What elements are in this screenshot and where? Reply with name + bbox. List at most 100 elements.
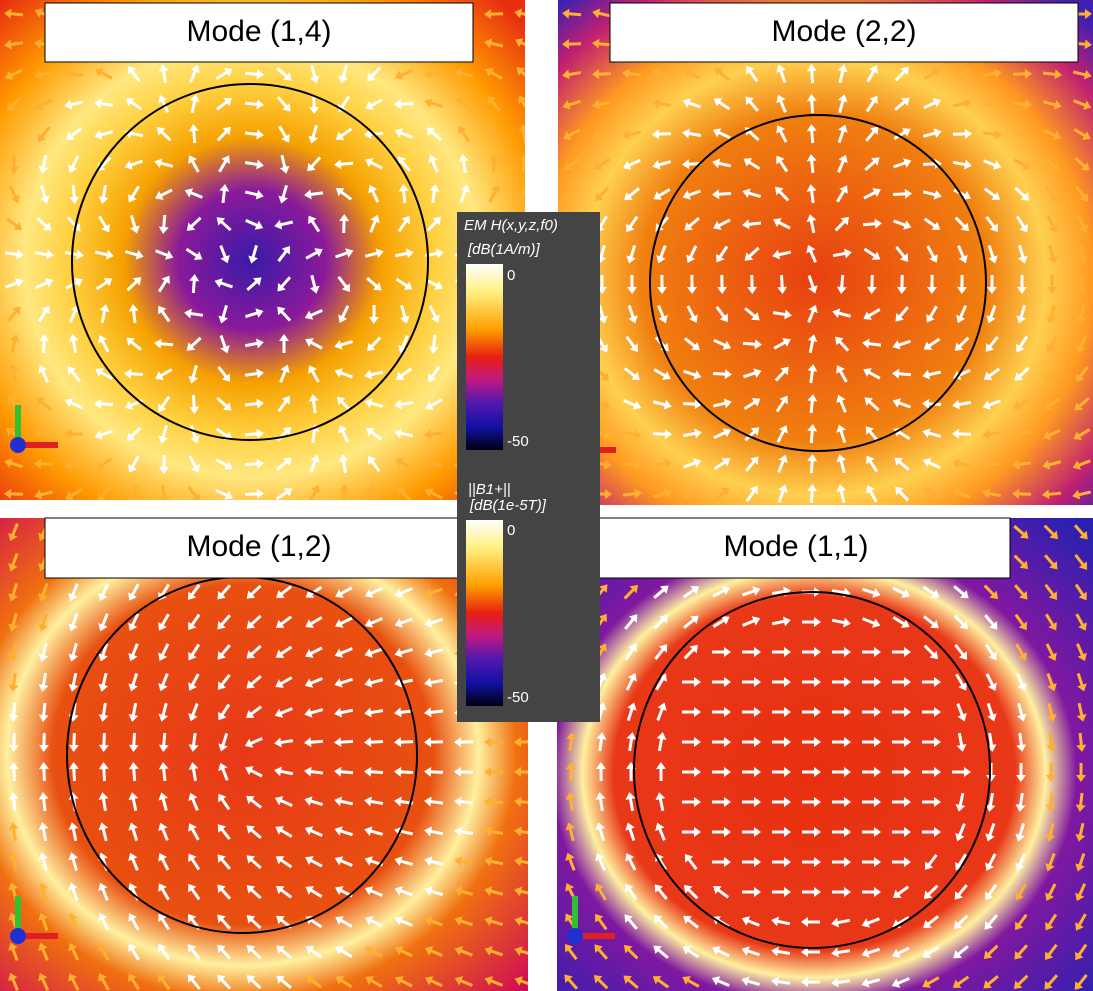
field-arrow [683, 884, 699, 900]
field-arrow [982, 98, 1002, 109]
field-arrow [772, 857, 791, 867]
field-arrow [154, 338, 174, 349]
field-arrow [1043, 524, 1059, 540]
axis-triad [567, 928, 583, 944]
field-arrow [38, 762, 49, 782]
field-arrow [156, 127, 172, 142]
field-arrow [215, 68, 233, 80]
field-arrow [712, 767, 731, 777]
field-arrow [832, 737, 851, 747]
field-arrow [837, 124, 848, 144]
field-arrow [188, 455, 200, 473]
field-arrow [1073, 428, 1091, 440]
field-arrow [1013, 398, 1031, 410]
field-arrow [34, 458, 54, 469]
field-arrow [34, 69, 54, 80]
field-arrow [892, 737, 911, 747]
field-arrow [983, 367, 1001, 380]
field-arrow [1012, 99, 1032, 110]
field-arrow [98, 973, 110, 991]
field-arrow [37, 305, 50, 323]
field-arrow [274, 219, 294, 230]
field-arrow [334, 796, 354, 807]
field-arrow [189, 274, 200, 294]
field-arrow [97, 486, 111, 500]
field-arrow [743, 158, 761, 171]
field-arrow [397, 215, 410, 233]
field-arrow [308, 485, 320, 500]
field-arrow [956, 305, 968, 324]
field-arrow [863, 368, 881, 380]
field-arrow [1075, 943, 1088, 961]
field-arrow [394, 946, 413, 958]
field-arrow [598, 304, 608, 324]
field-arrow [715, 305, 728, 323]
field-arrow [1074, 553, 1088, 570]
field-arrow [335, 976, 353, 989]
field-arrow [215, 458, 233, 470]
field-map [557, 518, 1093, 991]
field-arrow [157, 275, 170, 293]
field-arrow [368, 304, 379, 324]
field-arrow [5, 278, 24, 289]
field-arrow [244, 488, 264, 499]
field-arrow [682, 98, 701, 109]
field-arrow [309, 274, 320, 294]
field-arrow [1075, 883, 1087, 902]
field-arrow [64, 460, 84, 470]
field-arrow [741, 916, 760, 927]
field-arrow [592, 8, 612, 19]
field-arrow [892, 339, 912, 350]
field-arrow [425, 398, 443, 410]
field-arrow [95, 278, 113, 291]
field-arrow [514, 766, 528, 777]
field-arrow [1014, 944, 1029, 960]
field-arrow [682, 737, 701, 747]
field-arrow [592, 69, 612, 80]
field-arrow [652, 68, 672, 78]
field-arrow [454, 826, 474, 837]
field-arrow [365, 428, 383, 441]
field-arrow [1076, 702, 1087, 722]
field-arrow [308, 365, 320, 383]
field-arrow [98, 642, 109, 662]
field-arrow [425, 278, 443, 290]
field-arrow [219, 184, 230, 204]
field-arrow [276, 457, 292, 471]
field-arrow [626, 244, 637, 264]
field-arrow [366, 277, 382, 291]
field-arrow [837, 154, 848, 173]
field-arrow [802, 737, 821, 747]
field-arrow [424, 677, 444, 688]
axis-triad [10, 437, 26, 453]
field-arrow [562, 99, 582, 110]
colorbar-unit: [dB(1A/m)] [467, 241, 541, 258]
field-arrow [832, 857, 851, 867]
field-arrow [862, 617, 881, 628]
field-arrow [394, 677, 414, 688]
field-arrow [246, 614, 262, 629]
field-arrow [862, 707, 881, 717]
field-arrow [623, 367, 640, 381]
field-arrow [68, 732, 79, 752]
field-arrow [128, 65, 141, 83]
field-arrow [484, 916, 504, 927]
field-arrow [454, 68, 474, 79]
field-arrow [802, 647, 821, 657]
field-arrow [454, 886, 474, 896]
field-arrow [126, 426, 142, 441]
field-arrow [215, 97, 232, 111]
field-arrow [128, 822, 139, 842]
field-arrow [686, 245, 698, 263]
field-arrow [652, 399, 672, 410]
field-arrow [189, 94, 200, 114]
field-arrow [922, 767, 941, 777]
field-arrow [368, 184, 380, 203]
field-arrow [128, 484, 138, 500]
field-arrow [188, 613, 201, 631]
field-arrow [485, 68, 503, 80]
field-arrow [129, 214, 140, 234]
field-arrow [304, 189, 324, 200]
field-arrow [954, 216, 970, 232]
field-arrow [595, 792, 606, 812]
